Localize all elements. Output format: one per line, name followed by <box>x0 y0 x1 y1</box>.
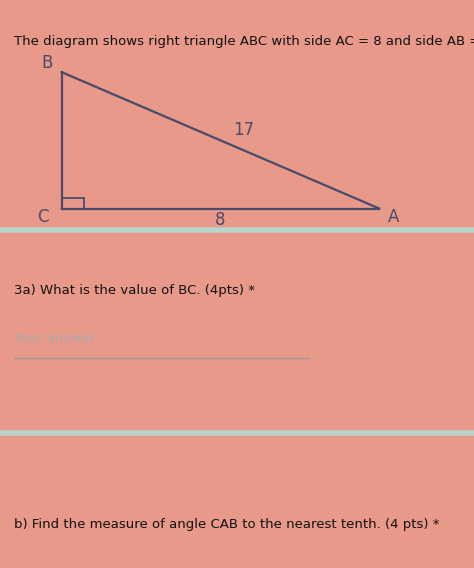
Text: 3a) What is the value of BC. (4pts) *: 3a) What is the value of BC. (4pts) * <box>14 285 255 298</box>
Text: Your answer: Your answer <box>14 332 95 345</box>
Text: A: A <box>388 208 399 227</box>
Text: C: C <box>37 208 48 227</box>
Text: 8: 8 <box>215 211 226 229</box>
Text: B: B <box>42 54 53 72</box>
Bar <box>62 198 84 208</box>
Text: The diagram shows right triangle ABC with side AC = 8 and side AB = 17.: The diagram shows right triangle ABC wit… <box>14 35 474 48</box>
Text: 17: 17 <box>234 122 255 140</box>
Text: b) Find the measure of angle CAB to the nearest tenth. (4 pts) *: b) Find the measure of angle CAB to the … <box>14 517 440 531</box>
